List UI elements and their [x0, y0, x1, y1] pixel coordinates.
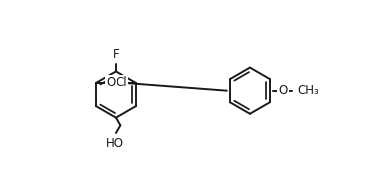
Text: F: F [113, 48, 119, 61]
Text: CH₃: CH₃ [298, 84, 319, 97]
Text: O: O [106, 76, 115, 89]
Text: O: O [279, 84, 288, 97]
Text: HO: HO [105, 137, 123, 150]
Text: Cl: Cl [115, 76, 127, 89]
